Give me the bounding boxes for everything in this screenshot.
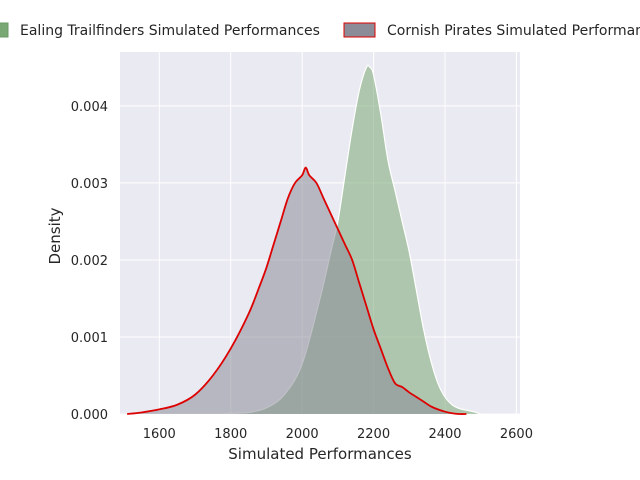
x-axis-label: Simulated Performances	[228, 445, 412, 463]
x-tick-label: 2000	[286, 427, 319, 442]
y-axis-ticks: 0.000 0.001 0.002 0.003 0.004	[71, 100, 108, 423]
x-tick-label: 2400	[428, 427, 461, 442]
density-series	[127, 64, 481, 415]
y-axis-label: Density	[46, 207, 64, 264]
x-axis-ticks: 1600 1800 2000 2200 2400 2600	[143, 427, 533, 442]
legend-swatch-cornish	[343, 22, 376, 38]
series-line-1	[127, 166, 467, 415]
legend: Ealing Trailfinders Simulated Performanc…	[0, 22, 640, 39]
y-tick-label: 0.004	[71, 100, 108, 115]
x-tick-label: 1600	[143, 427, 176, 442]
legend-label-ealing: Ealing Trailfinders Simulated Performanc…	[20, 23, 320, 39]
x-tick-label: 2200	[357, 427, 390, 442]
legend-swatch-ealing	[0, 22, 9, 38]
y-tick-label: 0.003	[71, 177, 108, 192]
y-tick-label: 0.000	[71, 408, 108, 423]
legend-label-cornish: Cornish Pirates Simulated Performances	[387, 23, 640, 39]
y-tick-label: 0.001	[71, 331, 108, 346]
y-tick-label: 0.002	[71, 254, 108, 269]
x-tick-label: 1800	[214, 427, 247, 442]
x-tick-label: 2600	[500, 427, 533, 442]
series-area-0	[220, 65, 481, 415]
